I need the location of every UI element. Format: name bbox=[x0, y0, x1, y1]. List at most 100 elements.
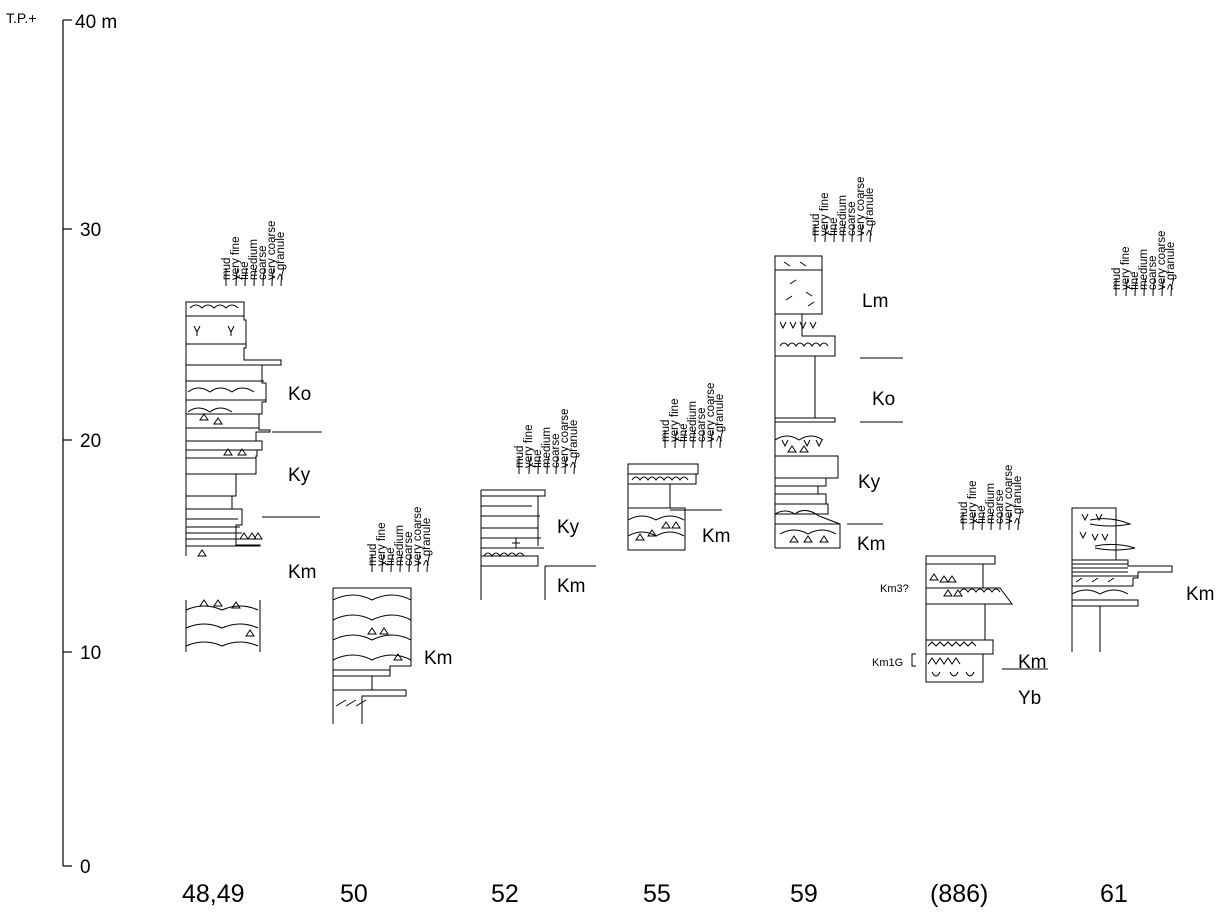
svg-text:very fine: very fine bbox=[523, 425, 535, 468]
axis-max-label: 40 m bbox=[75, 12, 117, 33]
svg-text:coarse: coarse bbox=[696, 407, 708, 442]
svg-text:mud: mud bbox=[367, 544, 379, 566]
svg-text:very fine: very fine bbox=[967, 481, 979, 524]
column-50 bbox=[332, 587, 412, 724]
svg-text:very coarse: very coarse bbox=[1156, 231, 1168, 290]
svg-text:coarse: coarse bbox=[403, 531, 415, 566]
svg-text:very coarse: very coarse bbox=[855, 177, 867, 236]
svg-text:mud: mud bbox=[514, 446, 526, 468]
section-61: mud very fine fine medium coarse very co… bbox=[1071, 231, 1215, 652]
unit-label-ko: Ko bbox=[288, 384, 311, 405]
grain-scale-52: mud very fine fine medium coarse very co… bbox=[514, 409, 580, 475]
axis-datum-label: T.P.+ bbox=[6, 10, 37, 26]
column-48-49-lower bbox=[185, 599, 261, 652]
grain-scale-59: mud very fine fine medium coarse very co… bbox=[810, 177, 876, 243]
section-55: mud very fine fine medium coarse very co… bbox=[627, 383, 731, 551]
svg-text:very coarse: very coarse bbox=[559, 409, 571, 468]
svg-text:> granule: > granule bbox=[864, 188, 876, 236]
svg-text:very fine: very fine bbox=[376, 523, 388, 566]
svg-text:very coarse: very coarse bbox=[1003, 465, 1015, 524]
grain-scale-61: mud very fine fine medium coarse very co… bbox=[1111, 231, 1177, 297]
axis-tick-0: 0 bbox=[80, 857, 91, 878]
svg-text:coarse: coarse bbox=[846, 201, 858, 236]
svg-text:very fine: very fine bbox=[1120, 247, 1132, 290]
column-48-49-upper bbox=[185, 301, 282, 557]
unit-label-km: Km bbox=[288, 562, 317, 583]
section-886: mud very fine fine medium coarse very co… bbox=[872, 465, 1048, 709]
side-label-km3: Km3? bbox=[880, 583, 909, 595]
svg-text:very fine: very fine bbox=[230, 237, 242, 280]
section-label-61: 61 bbox=[1100, 880, 1128, 908]
section-labels: 48,49 50 52 55 59 (886) 61 bbox=[182, 880, 1128, 908]
svg-text:medium: medium bbox=[985, 483, 997, 524]
svg-text:> granule: > granule bbox=[568, 420, 580, 468]
section-label-52: 52 bbox=[491, 880, 519, 908]
grain-scale-886: mud very fine fine medium coarse very co… bbox=[958, 465, 1024, 531]
svg-text:coarse: coarse bbox=[1147, 255, 1159, 290]
side-label-km1g: Km1G bbox=[872, 657, 903, 669]
svg-text:> granule: > granule bbox=[421, 518, 433, 566]
svg-text:coarse: coarse bbox=[257, 245, 269, 280]
unit-label-km: Km bbox=[1186, 584, 1215, 605]
unit-label-km: Km bbox=[557, 576, 586, 597]
axis-tick-30: 30 bbox=[80, 220, 101, 241]
unit-label-km: Km bbox=[424, 648, 453, 669]
unit-label-ky: Ky bbox=[557, 517, 580, 538]
svg-text:fine: fine bbox=[239, 261, 251, 280]
svg-text:medium: medium bbox=[248, 239, 260, 280]
unit-label-ky: Ky bbox=[288, 465, 311, 486]
svg-text:mud: mud bbox=[221, 258, 233, 280]
grain-scale-50: mud very fine fine medium coarse very co… bbox=[367, 507, 433, 573]
section-59: mud very fine fine medium coarse very co… bbox=[774, 177, 903, 555]
unit-label-km: Km bbox=[1018, 652, 1047, 673]
svg-text:> granule: > granule bbox=[1012, 476, 1024, 524]
svg-text:mud: mud bbox=[1111, 268, 1123, 290]
svg-text:fine: fine bbox=[532, 449, 544, 468]
column-886 bbox=[911, 555, 1013, 683]
axis-tick-20: 20 bbox=[80, 431, 101, 452]
column-61 bbox=[1071, 507, 1173, 652]
svg-text:> granule: > granule bbox=[714, 394, 726, 442]
grain-scale-48-49: mud very fine fine medium coarse very co… bbox=[221, 221, 287, 287]
svg-text:medium: medium bbox=[541, 427, 553, 468]
section-label-50: 50 bbox=[340, 880, 368, 908]
section-50: mud very fine fine medium coarse very co… bbox=[332, 507, 453, 724]
svg-text:fine: fine bbox=[385, 547, 397, 566]
grain-scale-55: mud very fine fine medium coarse very co… bbox=[660, 383, 726, 449]
section-52: mud very fine fine medium coarse very co… bbox=[480, 409, 596, 600]
svg-text:very fine: very fine bbox=[819, 193, 831, 236]
svg-text:fine: fine bbox=[828, 217, 840, 236]
svg-text:medium: medium bbox=[1138, 249, 1150, 290]
svg-text:very coarse: very coarse bbox=[412, 507, 424, 566]
elevation-axis bbox=[62, 19, 72, 867]
section-label-55: 55 bbox=[643, 880, 671, 908]
unit-label-ky: Ky bbox=[858, 472, 881, 493]
section-48-49: mud very fine fine medium coarse very co… bbox=[185, 221, 322, 652]
column-52 bbox=[480, 489, 546, 600]
svg-text:> granule: > granule bbox=[275, 232, 287, 280]
svg-text:very fine: very fine bbox=[669, 399, 681, 442]
unit-label-km: Km bbox=[702, 526, 731, 547]
svg-text:medium: medium bbox=[837, 195, 849, 236]
svg-text:coarse: coarse bbox=[550, 433, 562, 468]
section-label-59: 59 bbox=[790, 880, 818, 908]
svg-text:medium: medium bbox=[687, 401, 699, 442]
svg-text:mud: mud bbox=[810, 214, 822, 236]
svg-text:> granule: > granule bbox=[1165, 242, 1177, 290]
svg-text:coarse: coarse bbox=[994, 489, 1006, 524]
unit-label-lm: Lm bbox=[862, 291, 888, 312]
unit-label-km: Km bbox=[857, 534, 886, 555]
svg-text:mud: mud bbox=[660, 420, 672, 442]
svg-text:fine: fine bbox=[976, 505, 988, 524]
unit-label-yb: Yb bbox=[1018, 688, 1041, 709]
column-59 bbox=[774, 255, 841, 549]
section-label-886: (886) bbox=[930, 880, 988, 908]
section-label-48-49: 48,49 bbox=[182, 880, 245, 908]
column-55 bbox=[627, 463, 699, 551]
svg-text:very coarse: very coarse bbox=[266, 221, 278, 280]
svg-text:fine: fine bbox=[678, 423, 690, 442]
axis-tick-10: 10 bbox=[80, 643, 101, 664]
svg-text:mud: mud bbox=[958, 502, 970, 524]
svg-text:very coarse: very coarse bbox=[705, 383, 717, 442]
